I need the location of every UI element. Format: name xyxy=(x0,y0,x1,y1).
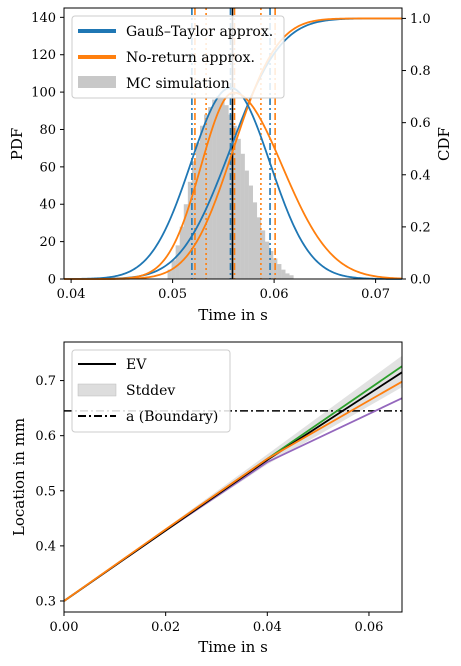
histogram-bar xyxy=(252,202,258,279)
bottom-chart: 0.00 0.02 0.04 0.06 0.3 0.4 0.5 0.6 0.7 Time in… xyxy=(10,341,403,656)
top-y-ticks-left: 0 20 40 60 80 100 120 140 xyxy=(31,11,64,288)
histogram-bar xyxy=(244,170,249,279)
y-tick-label-right: 0.2 xyxy=(410,220,431,235)
histogram-bar xyxy=(183,204,189,279)
x-tick-label: 0.06 xyxy=(354,620,383,635)
x-tick-label: 0.04 xyxy=(57,287,86,302)
legend-label-gauss: Gauß–Taylor approx. xyxy=(126,24,273,40)
top-legend-box xyxy=(71,15,285,99)
top-y-axis-label-right: CDF xyxy=(435,127,453,161)
top-x-ticks: 0.04 0.05 0.06 0.07 xyxy=(57,279,390,302)
sample-line xyxy=(63,380,403,602)
histogram-bar xyxy=(232,125,237,279)
bottom-x-axis-label: Time in s xyxy=(198,638,268,656)
y-tick-label: 0.6 xyxy=(35,429,56,444)
y-tick-label-left: 20 xyxy=(39,235,56,250)
histogram-bar xyxy=(204,114,209,279)
top-x-axis-label: Time in s xyxy=(198,306,268,324)
y-tick-label-left: 120 xyxy=(31,48,56,63)
y-tick-label-left: 60 xyxy=(39,160,56,175)
histogram-bar xyxy=(269,250,274,279)
y-tick-label-left: 40 xyxy=(39,198,56,213)
bottom-plot-area xyxy=(63,355,403,602)
bottom-x-ticks: 0.00 0.02 0.04 0.06 xyxy=(50,612,383,635)
histogram-bar xyxy=(216,95,221,280)
histogram-bar xyxy=(281,269,286,279)
histogram-bar xyxy=(171,260,176,279)
histogram-bar xyxy=(208,107,213,279)
x-tick-label: 0.07 xyxy=(361,287,390,302)
histogram-bar xyxy=(200,125,205,279)
top-y-ticks-right: 0.0 0.2 0.4 0.6 0.8 1.0 xyxy=(402,12,431,288)
y-tick-label-right: 0.4 xyxy=(410,168,431,183)
top-legend: Gauß–Taylor approx. No-return approx. MC… xyxy=(71,15,285,99)
y-tick-label-right: 0.8 xyxy=(410,64,431,79)
legend-swatch-mc xyxy=(78,76,116,88)
histogram-bar xyxy=(195,142,201,279)
top-axes-frame xyxy=(63,7,403,280)
x-tick-label: 0.00 xyxy=(50,620,79,635)
y-tick-label: 0.4 xyxy=(35,539,56,554)
legend-label-stddev: Stddev xyxy=(126,383,175,399)
y-tick-label-left: 80 xyxy=(39,123,56,138)
legend-label-noreturn: No-return approx. xyxy=(126,50,255,66)
histogram-bar xyxy=(240,153,245,279)
histogram-bar xyxy=(289,275,294,279)
histogram-bar xyxy=(248,185,253,279)
y-tick-label: 0.7 xyxy=(35,374,56,389)
histogram-bar xyxy=(179,226,184,279)
legend-label-boundary: a (Boundary) xyxy=(126,409,218,425)
histogram-bar xyxy=(167,269,172,279)
histogram-bar xyxy=(285,273,290,279)
legend-swatch-stddev xyxy=(77,383,117,397)
y-tick-label-left: 0 xyxy=(48,273,56,288)
bottom-axes-frame xyxy=(63,341,403,613)
histogram-bar xyxy=(236,138,241,279)
legend-label-ev: EV xyxy=(126,357,147,373)
bottom-legend: EV Stddev a (Boundary) xyxy=(71,349,231,433)
histogram-bar xyxy=(224,105,229,279)
histogram-bar xyxy=(256,217,262,279)
y-tick-label-right: 0.6 xyxy=(410,116,431,131)
histogram-bar xyxy=(264,241,270,279)
histogram-bar xyxy=(277,264,282,279)
y-tick-label: 0.3 xyxy=(35,594,56,609)
top-y-axis-label-left: PDF xyxy=(8,128,26,161)
x-tick-label: 0.02 xyxy=(151,620,180,635)
histogram-bar xyxy=(191,161,197,279)
histogram-bar xyxy=(175,245,180,279)
y-tick-label-left: 100 xyxy=(31,86,56,101)
histogram-bar xyxy=(260,230,266,279)
bottom-y-ticks: 0.3 0.4 0.5 0.6 0.7 xyxy=(35,374,64,609)
x-tick-label: 0.06 xyxy=(260,287,289,302)
y-tick-label-right: 0.0 xyxy=(410,273,431,288)
histogram-bar xyxy=(187,181,193,279)
y-tick-label-right: 1.0 xyxy=(410,12,431,27)
x-tick-label: 0.05 xyxy=(158,287,187,302)
bottom-legend-box xyxy=(71,349,231,433)
bottom-y-axis-label: Location in mm xyxy=(10,418,28,536)
x-tick-label: 0.04 xyxy=(253,620,282,635)
histogram-bar xyxy=(220,97,225,279)
histogram-bar xyxy=(228,114,233,279)
y-tick-label: 0.5 xyxy=(35,484,56,499)
y-tick-label-left: 140 xyxy=(31,11,56,26)
legend-label-mc: MC simulation xyxy=(126,76,230,92)
